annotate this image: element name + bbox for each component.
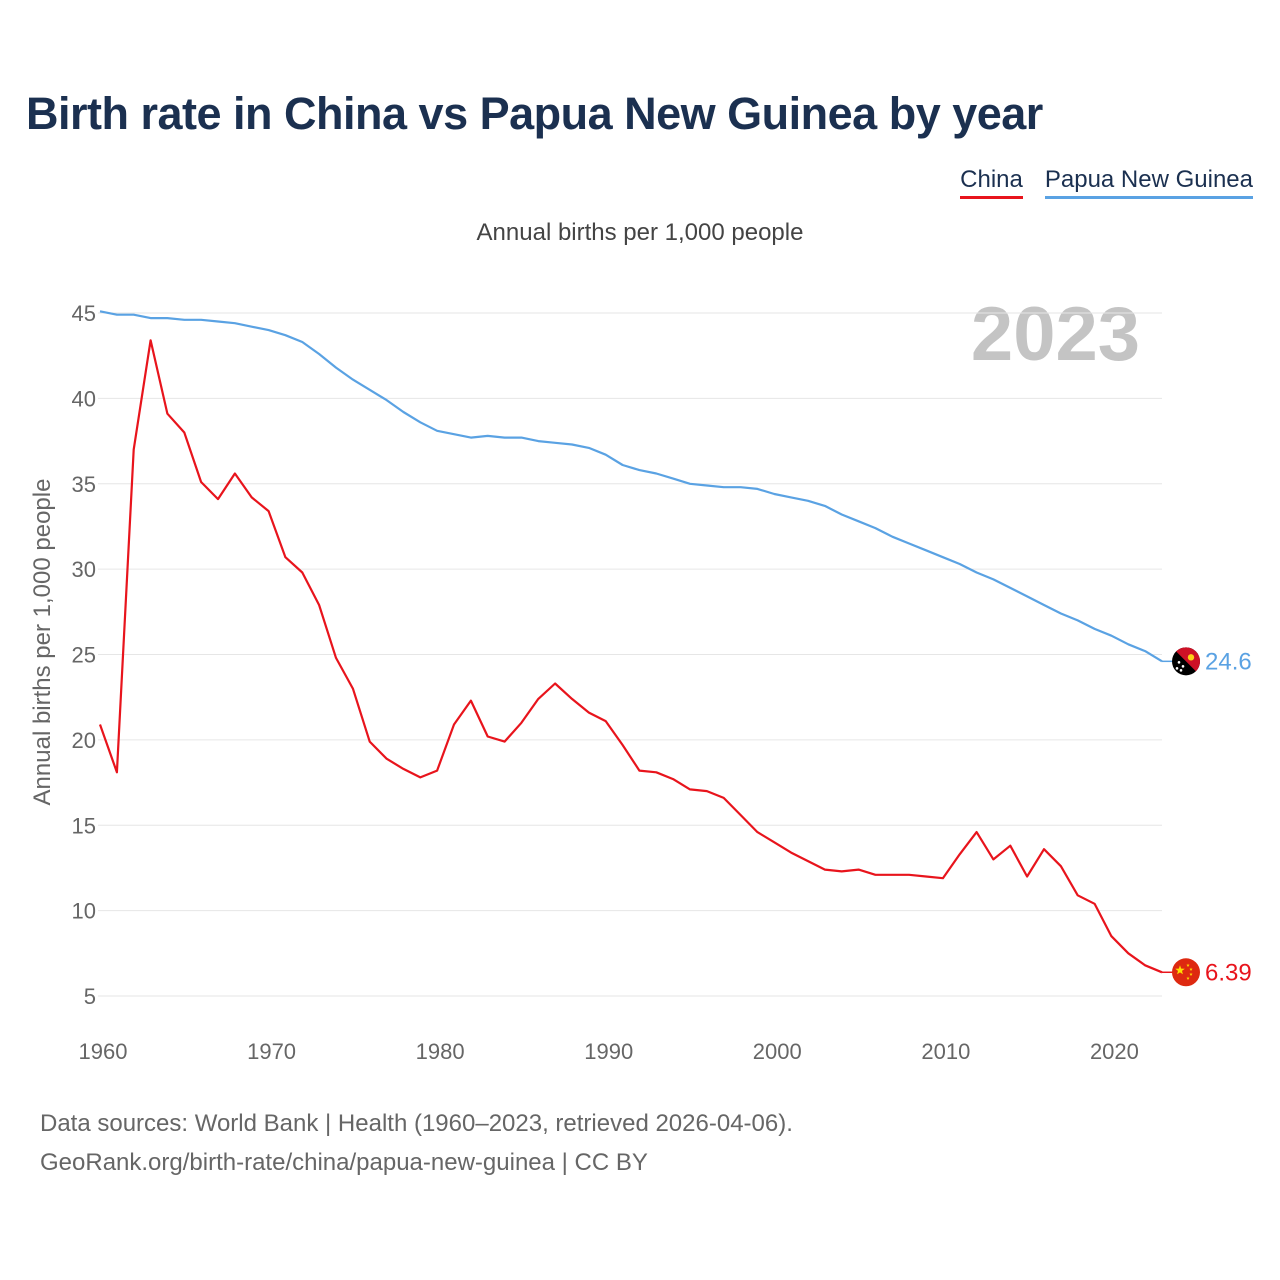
legend-item-china[interactable]: China [960,166,1023,199]
chart-title: Birth rate in China vs Papua New Guinea … [26,88,1043,139]
y-tick-label-45: 45 [72,301,96,326]
flag-png-red-half [1176,647,1200,672]
flag-png-star-4 [1179,669,1183,672]
flag-png-bird [1187,654,1195,661]
chart-subtitle: Annual births per 1,000 people [477,219,804,246]
line-chart: Annual births per 1,000 people 2023 Annu… [29,219,1252,1064]
x-tick-label-1960: 1960 [79,1039,128,1064]
endpoint-label-papua-new-guinea: 24.6 [1205,648,1252,675]
flag-china-small-star-3 [1189,972,1193,976]
flag-china-icon [1172,958,1200,987]
legend: China Papua New Guinea [960,166,1253,199]
y-tick-label-30: 30 [72,557,96,582]
flag-china-big-star [1175,965,1185,975]
x-tick-labels: 1960 1970 1980 1990 2000 2010 2020 [79,1039,1139,1064]
grid-layer [98,312,1162,997]
y-tick-label-10: 10 [72,899,96,924]
x-tick-label-2010: 2010 [921,1039,970,1064]
y-tick-label-15: 15 [72,813,96,838]
flag-png-star-1 [1177,661,1181,664]
endpoint-layer: 6.39 24.6 [1162,647,1252,987]
y-tick-label-40: 40 [72,386,96,411]
flag-china-small-star-2 [1189,967,1193,971]
endpoint-label-china: 6.39 [1205,959,1252,986]
series-line-papua-new-guinea [99,310,1163,663]
flag-png-star-3 [1175,667,1179,670]
flag-png-star-2 [1181,665,1185,668]
y-tick-label-25: 25 [72,643,96,668]
y-tick-label-20: 20 [72,728,96,753]
year-watermark: 2023 [971,292,1140,377]
flag-papua-new-guinea-icon [1172,647,1200,676]
flag-china-small-star-1 [1186,963,1190,967]
x-tick-label-2000: 2000 [753,1039,802,1064]
source-url[interactable]: GeoRank.org/birth-rate/china/papua-new-g… [40,1149,648,1176]
x-tick-label-1970: 1970 [247,1039,296,1064]
y-tick-label-35: 35 [72,472,96,497]
x-tick-label-1980: 1980 [416,1039,465,1064]
series-line-china [98,339,1163,974]
y-tick-label-5: 5 [84,984,96,1009]
x-tick-label-1990: 1990 [584,1039,633,1064]
y-tick-labels: 5 10 15 20 25 30 35 40 45 [72,301,96,1009]
flag-china-disc [1172,958,1200,987]
x-tick-label-2020: 2020 [1090,1039,1139,1064]
data-sources-note: Data sources: World Bank | Health (1960–… [40,1110,793,1137]
footer: Data sources: World Bank | Health (1960–… [40,1104,793,1182]
series-layer [98,310,1163,974]
y-axis-label: Annual births per 1,000 people [29,479,56,806]
legend-item-papua-new-guinea[interactable]: Papua New Guinea [1044,166,1253,199]
flag-china-small-star-4 [1186,976,1190,980]
